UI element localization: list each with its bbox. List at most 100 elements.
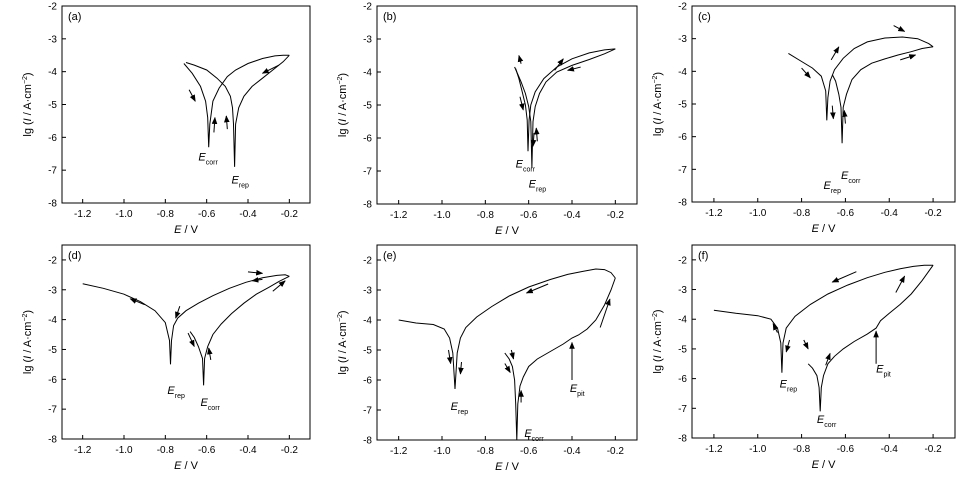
potential-annotation: Ecorr [817, 414, 837, 429]
y-tick-label: -4 [48, 67, 57, 78]
x-tick-label: -1.0 [433, 210, 451, 221]
y-tick-label: -2 [363, 256, 372, 267]
x-tick-label: -1.2 [390, 446, 408, 457]
x-tick-label: -0.2 [281, 445, 299, 456]
y-tick-label: -3 [48, 34, 57, 45]
y-tick-label: -7 [678, 404, 687, 415]
polarization-curve-1 [713, 264, 934, 373]
scan-direction-arrow [772, 323, 779, 333]
polarization-curve-2 [514, 48, 616, 168]
scan-direction-arrow [207, 347, 213, 360]
x-tick-label: -0.6 [520, 210, 538, 221]
y-axis-label: lg (I / A·cm−2) [652, 72, 664, 136]
y-tick-label: -8 [48, 199, 57, 210]
y-tick-label: -8 [363, 200, 372, 211]
y-tick-label: -4 [363, 316, 372, 327]
scan-direction-arrow [509, 349, 515, 360]
scan-direction-arrow [188, 89, 196, 102]
x-tick-label: -1.0 [749, 208, 767, 219]
y-tick-label: -6 [48, 375, 57, 386]
plot-frame [61, 244, 311, 440]
potential-annotation: Erep [780, 379, 798, 394]
x-tick-label: -0.8 [793, 208, 811, 219]
panel-label: (f) [698, 250, 708, 262]
scan-direction-arrow [224, 115, 230, 130]
scan-direction-arrow [261, 64, 280, 74]
plot-frame [376, 5, 638, 205]
polarization-curve-2 [189, 275, 290, 386]
x-tick-label: -0.2 [924, 444, 942, 455]
plot-frame [691, 5, 956, 203]
scan-direction-arrow [802, 339, 809, 350]
scan-direction-arrow [895, 275, 906, 293]
scan-direction-arrow [900, 54, 917, 61]
x-tick-label: -0.4 [563, 210, 581, 221]
polarization-curve-1 [788, 36, 934, 121]
potential-annotation: Ecorr [198, 151, 218, 166]
scan-direction-arrow [830, 105, 836, 120]
scan-direction-arrow [530, 133, 537, 147]
y-tick-label: -5 [363, 101, 372, 112]
x-tick-label: -0.8 [793, 444, 811, 455]
x-tick-label: -1.2 [74, 445, 92, 456]
y-axis-label: lg (I / A·cm−2) [337, 73, 349, 137]
plot-frame [376, 244, 638, 441]
scan-direction-arrow [825, 352, 831, 366]
y-tick-label: -7 [48, 166, 57, 177]
scan-direction-arrow [517, 54, 524, 64]
x-tick-label: -1.2 [705, 208, 723, 219]
x-tick-label: -0.4 [239, 209, 257, 220]
y-tick-label: -8 [48, 435, 57, 446]
x-tick-label: -0.6 [198, 445, 216, 456]
potential-annotation: Ecorr [516, 159, 536, 174]
x-tick-label: -0.2 [924, 208, 942, 219]
y-tick-label: -5 [678, 100, 687, 111]
panel-6: -1.2 -1.0 -0.8 -0.6 -0.4 -0.2 -2 -3 -4 -5 -6 -7 -8 (f… [652, 244, 956, 471]
polarization-curve-1 [398, 268, 616, 390]
y-axis-label: lg (I / A·cm−2) [652, 309, 664, 373]
panel-label: (d) [68, 250, 81, 262]
x-tick-label: -0.6 [837, 208, 855, 219]
scan-direction-arrow [831, 271, 857, 283]
y-tick-label: -2 [678, 2, 687, 13]
scan-direction-arrow [187, 332, 195, 348]
y-tick-label: -6 [678, 374, 687, 385]
panel-label: (e) [383, 250, 396, 262]
potential-annotation: Erep [824, 180, 842, 195]
panel-label: (b) [383, 11, 396, 23]
polarization-curve-1 [82, 274, 290, 365]
y-tick-label: -8 [678, 198, 687, 209]
y-tick-label: -6 [363, 376, 372, 387]
y-tick-label: -6 [363, 134, 372, 145]
x-tick-label: -0.2 [281, 209, 299, 220]
x-tick-label: -0.4 [563, 446, 581, 457]
panel-2: -1.2 -1.0 -0.8 -0.6 -0.4 -0.2 -2 -3 -4 -5 -6 -7 -8 (b… [337, 2, 638, 237]
panel-label: (c) [698, 11, 711, 23]
scan-direction-arrow [785, 339, 791, 353]
scan-direction-arrow [525, 283, 549, 294]
y-tick-label: -3 [48, 285, 57, 296]
y-tick-label: -3 [363, 286, 372, 297]
scan-direction-arrow [251, 277, 263, 283]
scan-direction-arrow [842, 109, 848, 124]
potential-annotation: Epit [570, 383, 585, 398]
y-tick-label: -5 [48, 345, 57, 356]
scan-direction-arrow [801, 67, 811, 79]
x-tick-label: -1.0 [433, 446, 451, 457]
polarization-curve-2 [831, 46, 934, 144]
y-tick-label: -4 [678, 315, 687, 326]
scan-direction-arrow [175, 306, 181, 319]
x-tick-label: -1.2 [74, 209, 92, 220]
x-tick-label: -0.2 [607, 446, 625, 457]
polarization-curve-2 [807, 264, 934, 412]
polarization-curve-2 [504, 277, 616, 441]
x-tick-label: -0.8 [157, 209, 175, 220]
x-tick-label: -0.8 [477, 446, 495, 457]
y-tick-label: -4 [48, 315, 57, 326]
plot-frame [691, 244, 956, 439]
x-tick-label: -0.4 [881, 208, 899, 219]
x-tick-label: -0.6 [198, 209, 216, 220]
y-tick-label: -5 [678, 344, 687, 355]
potential-annotation: Erep [231, 174, 249, 189]
